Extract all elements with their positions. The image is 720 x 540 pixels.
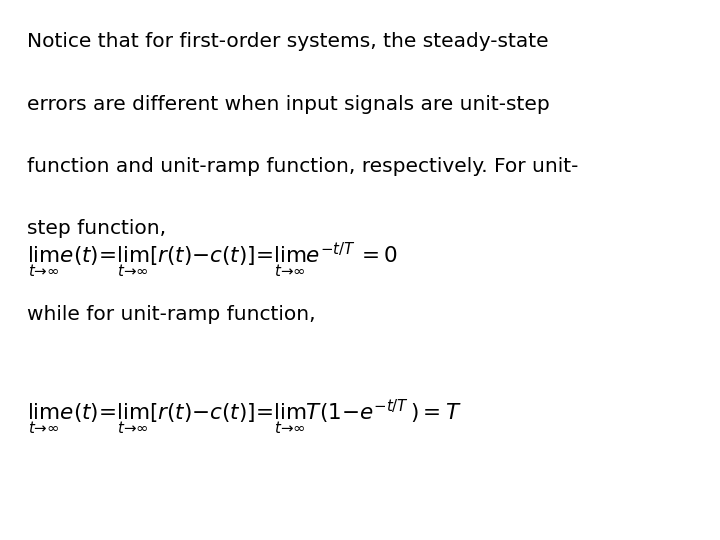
Text: $\lim_{t\to\infty} e(t) = \lim_{t\to\infty} [r(t)-c(t)] = \lim_{t\to\infty} e^{-: $\lim_{t\to\infty} e(t) = \lim_{t\to\inf… <box>27 240 398 280</box>
Text: Notice that for first-order systems, the steady-state: Notice that for first-order systems, the… <box>27 32 549 51</box>
Text: function and unit-ramp function, respectively. For unit-: function and unit-ramp function, respect… <box>27 157 579 176</box>
Text: errors are different when input signals are unit-step: errors are different when input signals … <box>27 94 550 113</box>
Text: $\lim_{t\to\infty} e(t) = \lim_{t\to\infty} [r(t)-c(t)] = \lim_{t\to\infty} T(1-: $\lim_{t\to\infty} e(t) = \lim_{t\to\inf… <box>27 397 462 437</box>
Text: step function,: step function, <box>27 219 166 238</box>
Text: while for unit-ramp function,: while for unit-ramp function, <box>27 305 316 324</box>
